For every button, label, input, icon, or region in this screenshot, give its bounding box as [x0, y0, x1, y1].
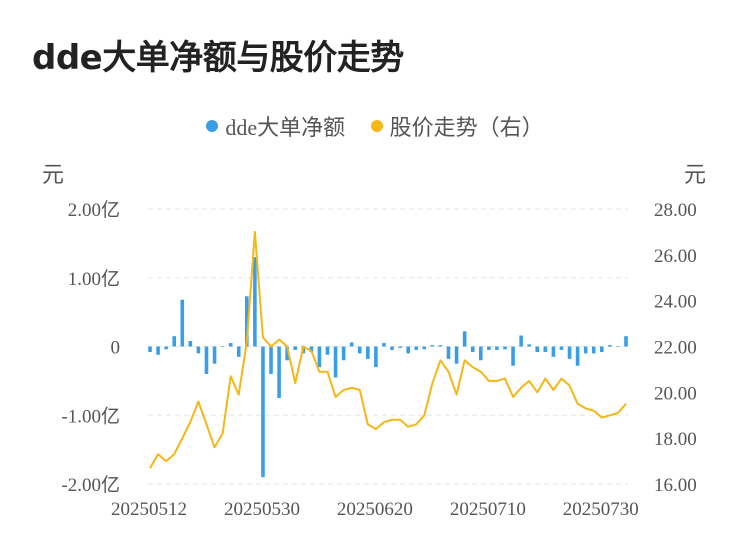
dde-bar [583, 346, 588, 354]
right-tick-label: 24.00 [654, 292, 697, 313]
dde-bar [148, 346, 152, 352]
legend-label-price: 股价走势（右） [389, 115, 544, 140]
left-tick-label: 0 [111, 338, 121, 359]
dde-bar [543, 346, 548, 352]
dde-bar [390, 346, 394, 350]
dde-bar [591, 346, 596, 354]
dde-bar [575, 346, 580, 366]
right-tick-label: 16.00 [654, 475, 697, 496]
dde-bar [438, 345, 443, 347]
dde-bar [293, 346, 298, 350]
dde-bar [164, 346, 168, 350]
dde-bar [599, 346, 604, 352]
dde-bar [487, 346, 491, 350]
right-tick-label: 26.00 [654, 246, 697, 267]
legend-item-dde[interactable]: dde大单净额 [206, 110, 345, 142]
dde-bar [180, 299, 185, 347]
dde-bar [269, 346, 273, 374]
legend-dot-yellow-icon [370, 120, 383, 132]
dde-bar [478, 346, 483, 361]
legend-item-price[interactable]: 股价走势（右） [370, 110, 544, 142]
dde-bar [366, 346, 370, 359]
right-axis-unit: 元 [684, 162, 707, 187]
dde-bar [495, 346, 499, 350]
dde-bar [414, 346, 419, 350]
dde-bar [430, 345, 435, 347]
dde-bar [406, 346, 410, 354]
dde-bar [382, 343, 386, 347]
dde-bar [349, 342, 354, 347]
dde-bar [519, 335, 523, 347]
dde-bar [220, 346, 225, 347]
dde-bar [188, 341, 193, 347]
dde-bar [172, 336, 177, 347]
left-axis-unit: 元 [42, 162, 65, 187]
right-tick-label: 20.00 [654, 383, 697, 404]
dde-bar [422, 346, 427, 350]
x-tick-label: 20250530 [224, 499, 300, 520]
chart-title: dde大单净额与股价走势 [32, 38, 404, 78]
dde-bar [559, 346, 564, 350]
dde-bar [357, 346, 362, 354]
dde-bar [470, 346, 475, 352]
left-tick-label: -2.00亿 [61, 474, 120, 496]
dde-bar [156, 346, 160, 355]
dde-bar [196, 346, 201, 354]
dde-bar [333, 346, 338, 378]
dde-bar [527, 344, 531, 347]
dde-bar [551, 346, 556, 357]
right-tick-label: 28.00 [654, 200, 697, 221]
dde-bar [567, 346, 572, 359]
dde-bar [309, 346, 314, 352]
x-tick-label: 20250710 [450, 499, 526, 520]
dde-bar [374, 346, 378, 368]
dde-bar [624, 336, 628, 347]
dde-bar [236, 346, 241, 357]
x-tick-label: 20250620 [337, 499, 413, 520]
left-tick-label: 2.00亿 [68, 199, 120, 221]
dde-bar [616, 346, 620, 347]
price-line [149, 230, 627, 469]
dde-bar [212, 346, 217, 364]
dde-bar [325, 346, 330, 355]
dde-bar [285, 346, 289, 361]
dde-bar [228, 343, 233, 347]
dde-bar [204, 346, 209, 374]
dde-bar [454, 346, 459, 364]
dde-bar [608, 345, 612, 347]
right-tick-label: 18.00 [654, 429, 697, 450]
dde-bar [261, 346, 265, 478]
dde-bar [253, 257, 257, 347]
x-tick-label: 20250730 [563, 499, 639, 520]
dde-bar [277, 346, 281, 399]
dde-bar [317, 346, 322, 368]
dde-bar [535, 346, 540, 352]
dde-bar [446, 346, 451, 359]
legend: dde大单净额 股价走势（右） [0, 110, 750, 142]
dde-bar [341, 346, 346, 361]
dde-bar [245, 296, 249, 347]
x-tick-label: 20250512 [111, 499, 187, 520]
dde-bar [503, 346, 507, 350]
dde-bar [398, 346, 402, 348]
left-tick-label: 1.00亿 [68, 268, 120, 290]
left-tick-label: -1.00亿 [61, 405, 120, 427]
legend-dot-blue-icon [206, 120, 219, 132]
dde-bar [462, 331, 467, 347]
right-tick-label: 22.00 [654, 338, 697, 359]
legend-label-dde: dde大单净额 [225, 115, 346, 140]
dde-bar [511, 346, 515, 366]
